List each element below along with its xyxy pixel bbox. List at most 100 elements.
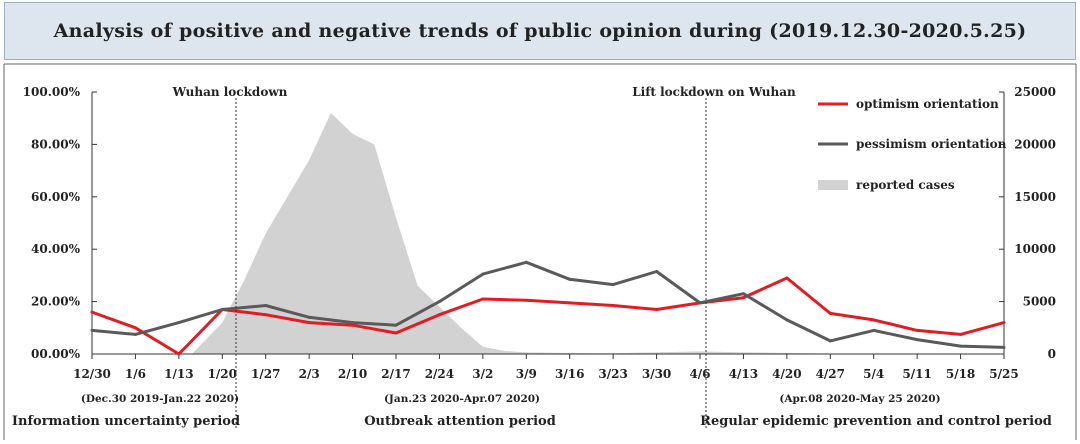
x-tick-label: 4/27	[816, 367, 845, 381]
x-tick-label: 4/20	[772, 367, 801, 381]
pessimism-point	[264, 304, 268, 308]
optimism-point	[741, 296, 745, 300]
x-tick-label: 1/20	[208, 367, 237, 381]
optimism-point	[437, 313, 441, 317]
x-tick-label: 4/13	[729, 367, 758, 381]
pessimism-point	[220, 307, 224, 311]
pessimism-point	[872, 328, 876, 332]
x-tick-label: 1/27	[251, 367, 280, 381]
optimism-point	[177, 352, 181, 356]
y-left-tick-label: 20.00%	[31, 295, 81, 309]
legend-label-optimism: optimism orientation	[856, 97, 999, 111]
y-right-tick-label: 10000	[1014, 242, 1056, 256]
y-left-tick-label: 100.00%	[23, 85, 81, 99]
x-tick-label: 3/9	[516, 367, 537, 381]
optimism-point	[524, 298, 528, 302]
x-tick-label: 4/6	[689, 367, 710, 381]
x-tick-label: 1/6	[125, 367, 146, 381]
optimism-point	[394, 331, 398, 335]
pessimism-point	[741, 292, 745, 296]
pessimism-point	[437, 300, 441, 304]
x-tick-label: 3/23	[598, 367, 627, 381]
y-left-tick-label: 80.00%	[31, 137, 81, 151]
tick-labels-layer: 00.00% 20.00% 40.00% 60.00% 80.00% 100.00% 0 50…	[23, 85, 1056, 381]
pessimism-point	[698, 301, 702, 305]
x-tick-label: 2/3	[299, 367, 320, 381]
y-right-tick-label: 25000	[1014, 85, 1056, 99]
reported-cases-layer	[191, 113, 1004, 354]
pessimism-point	[524, 260, 528, 264]
optimism-line	[91, 276, 1005, 356]
chart-title-box: Analysis of positive and negative trends…	[4, 2, 1076, 60]
optimism-point	[915, 328, 919, 332]
y-right-tick-label: 0	[1048, 347, 1056, 361]
pessimism-point	[394, 323, 398, 327]
optimism-point	[264, 313, 268, 317]
pessimism-point	[1002, 345, 1006, 349]
x-tick-label: 2/10	[338, 367, 367, 381]
axes-layer	[91, 91, 1005, 359]
x-tick-label: 3/30	[642, 367, 671, 381]
x-tick-label: 5/11	[902, 367, 931, 381]
y-left-tick-label: 00.00%	[31, 347, 81, 361]
pessimism-point	[785, 318, 789, 322]
legend-swatch-cases	[818, 180, 848, 190]
optimism-point	[90, 310, 94, 314]
optimism-point	[959, 332, 963, 336]
pessimism-point	[655, 269, 659, 273]
period-label-1: Information uncertainty period	[12, 414, 240, 429]
x-tick-label: 2/17	[381, 367, 410, 381]
legend-label-cases: reported cases	[856, 178, 955, 192]
optimism-point	[828, 311, 832, 315]
y-left-tick-label: 40.00%	[31, 242, 81, 256]
pessimism-point	[611, 283, 615, 287]
pessimism-point	[133, 332, 137, 336]
annotation-wuhan-lockdown: Wuhan lockdown	[172, 85, 288, 99]
pessimism-point	[915, 338, 919, 342]
x-tick-label: 5/25	[989, 367, 1018, 381]
optimism-point	[785, 276, 789, 280]
period-range-2: (Jan.23 2020-Apr.07 2020)	[384, 393, 540, 405]
x-tick-label: 12/30	[73, 367, 111, 381]
pessimism-point	[959, 344, 963, 348]
y-right-tick-label: 15000	[1014, 190, 1056, 204]
y-right-tick-label: 20000	[1014, 137, 1056, 151]
pessimism-point	[351, 321, 355, 325]
reported-cases-area	[191, 113, 1004, 354]
y-right-tick-label: 5000	[1023, 295, 1056, 309]
period-label-3: Regular epidemic prevention and control …	[700, 414, 1052, 429]
x-tick-label: 5/18	[946, 367, 975, 381]
pessimism-point	[90, 328, 94, 332]
optimism-point	[568, 301, 572, 305]
legend: optimism orientation pessimism orientati…	[818, 97, 1007, 192]
y-left-tick-label: 60.00%	[31, 190, 81, 204]
optimism-point	[307, 321, 311, 325]
optimism-point	[872, 318, 876, 322]
optimism-point	[611, 304, 615, 308]
x-tick-label: 3/2	[472, 367, 493, 381]
legend-label-pessimism: pessimism orientation	[856, 137, 1007, 151]
period-range-1: (Dec.30 2019-Jan.22 2020)	[81, 393, 239, 405]
period-range-3: (Apr.08 2020-May 25 2020)	[779, 393, 940, 405]
pessimism-point	[307, 315, 311, 319]
x-tick-label: 5/4	[863, 367, 884, 381]
pessimism-point	[177, 321, 181, 325]
annotation-lift-lockdown: Lift lockdown on Wuhan	[632, 85, 796, 99]
optimism-point	[1002, 321, 1006, 325]
optimism-point	[133, 326, 137, 330]
pessimism-line	[91, 260, 1005, 349]
pessimism-point	[828, 339, 832, 343]
x-tick-label: 3/16	[555, 367, 584, 381]
pessimism-point	[568, 277, 572, 281]
x-tick-label: 2/24	[425, 367, 454, 381]
series-lines-layer	[90, 260, 1006, 356]
optimism-point	[655, 307, 659, 311]
optimism-point	[351, 323, 355, 327]
chart-title: Analysis of positive and negative trends…	[53, 20, 1027, 42]
period-label-2: Outbreak attention period	[364, 414, 556, 429]
pessimism-point	[481, 272, 485, 276]
optimism-point	[481, 297, 485, 301]
x-tick-label: 1/13	[164, 367, 193, 381]
